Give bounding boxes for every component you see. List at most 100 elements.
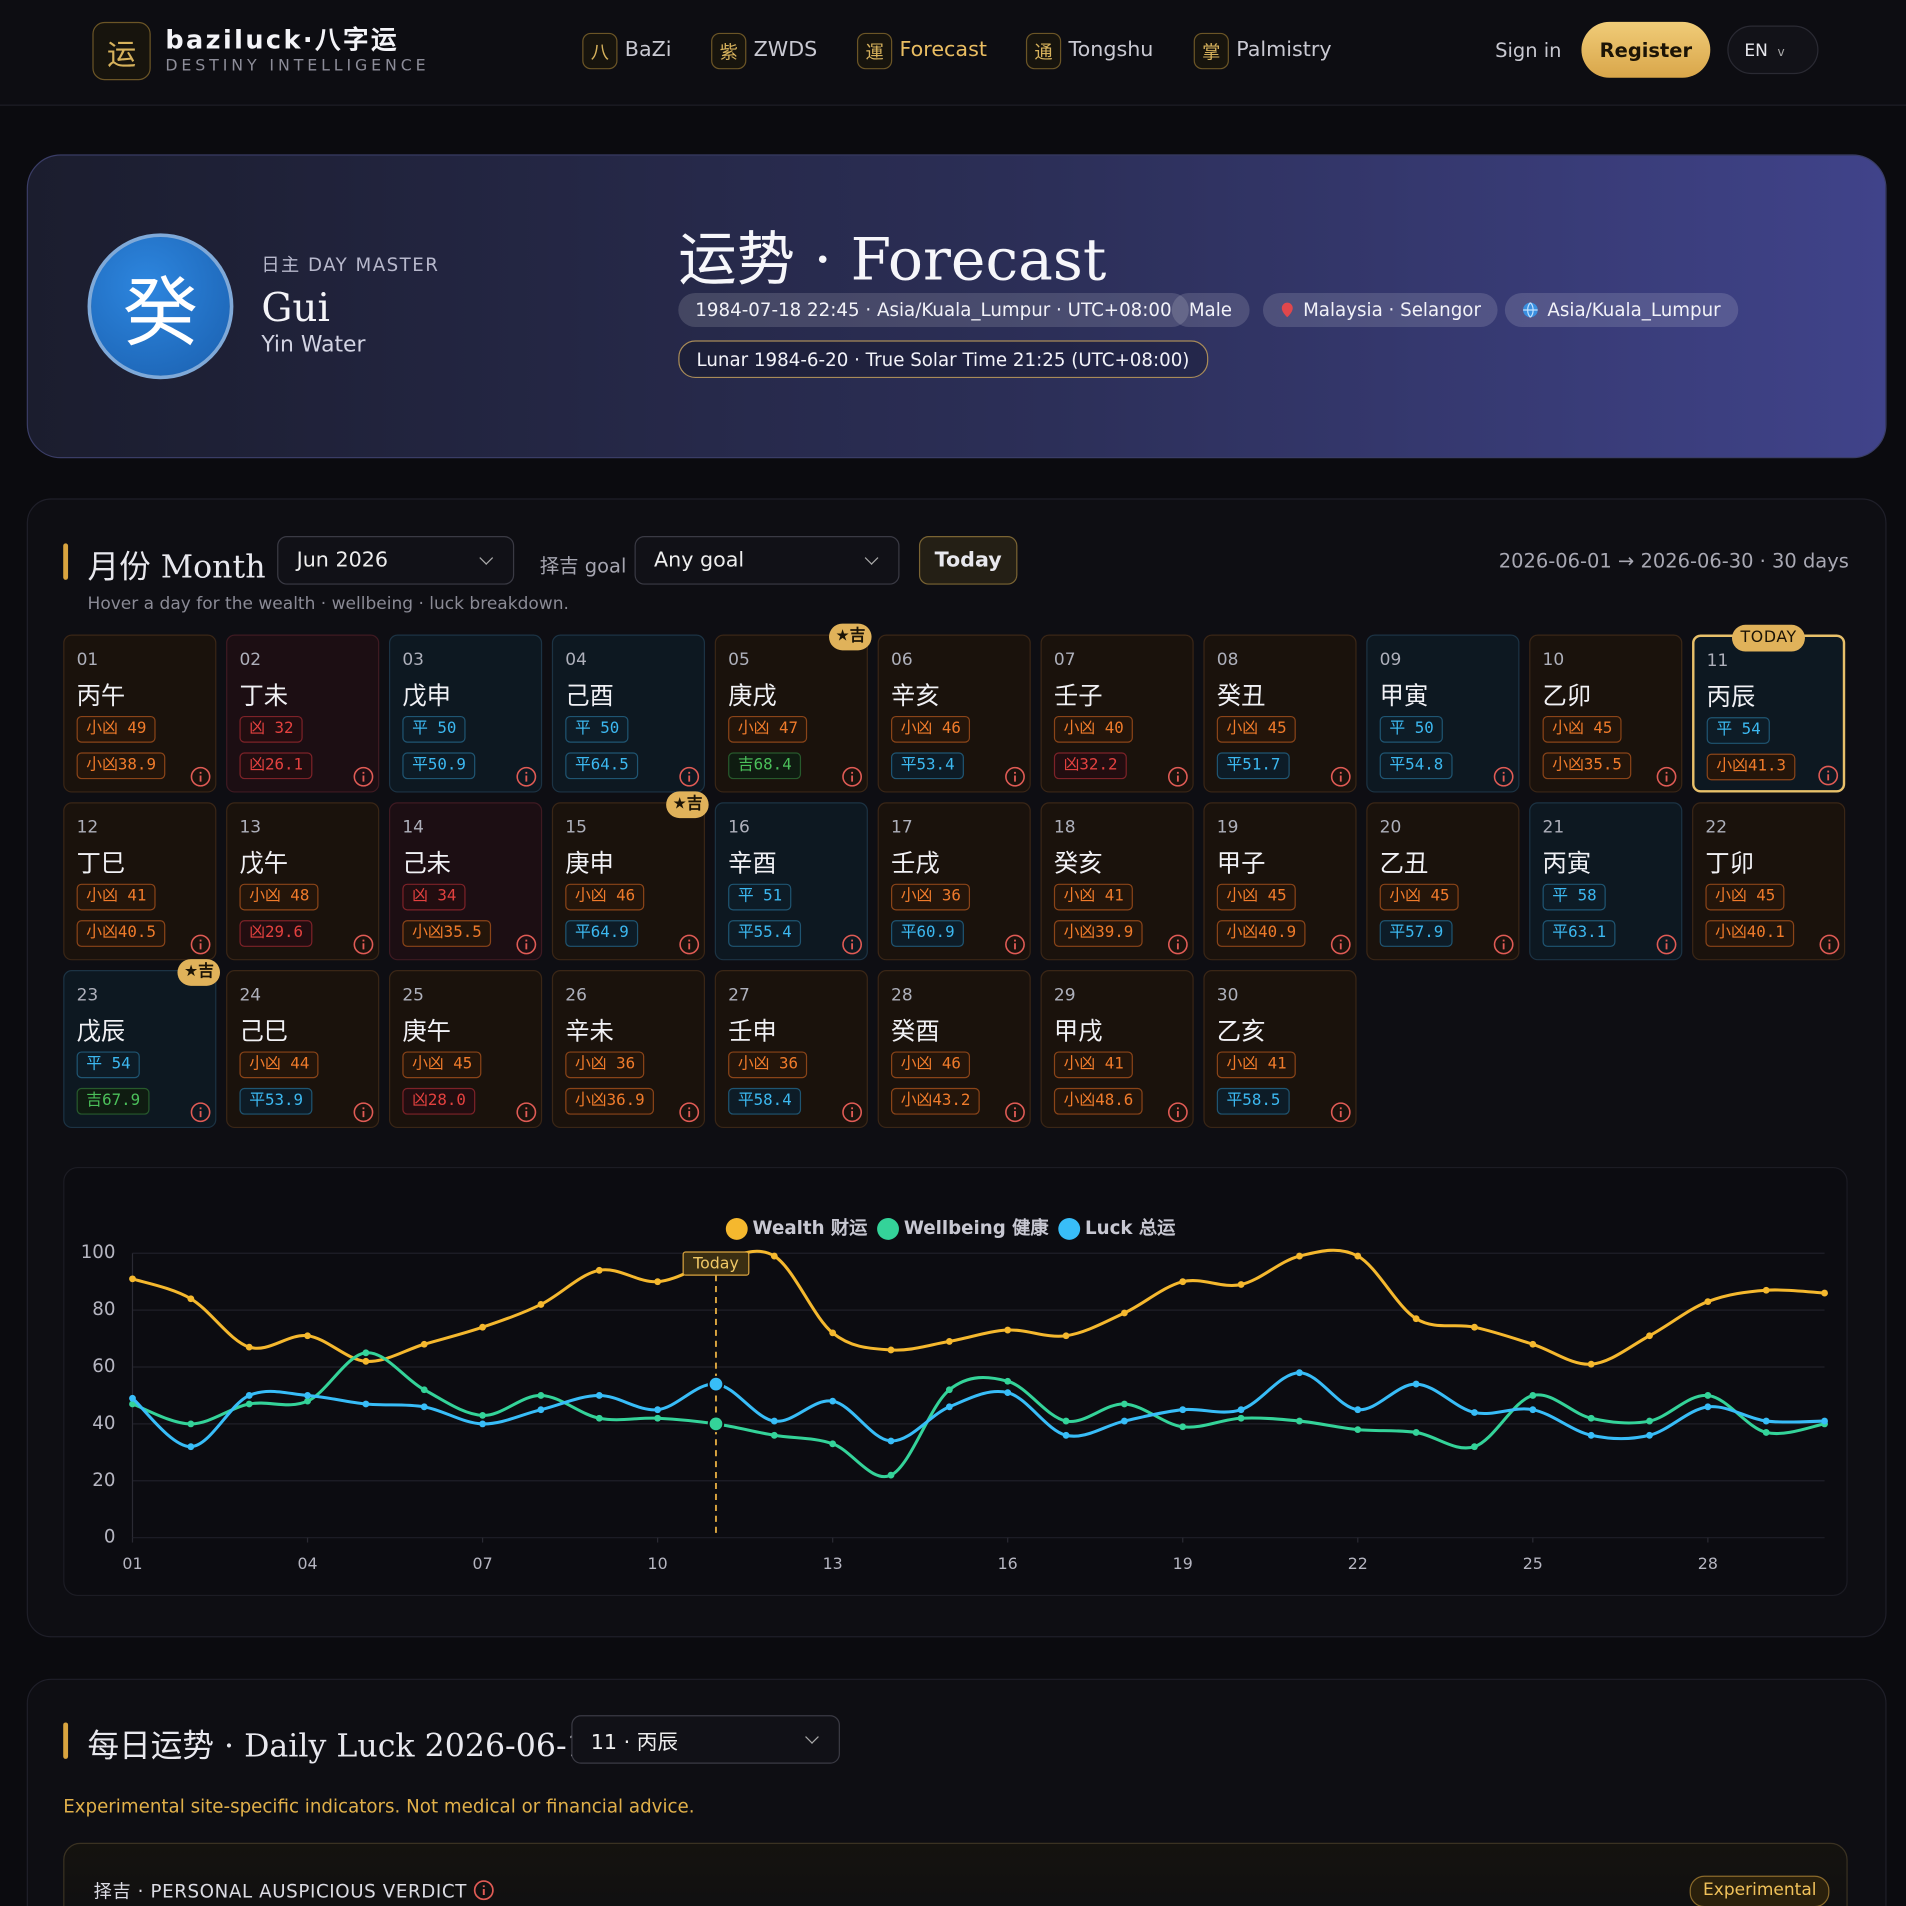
info-icon[interactable] [1004,1101,1026,1123]
day-card[interactable]: 22 丁卯 小凶 45 小凶40.1 [1692,802,1846,961]
info-icon[interactable] [1818,934,1840,956]
data-point [537,1406,545,1414]
day-card[interactable]: 02 丁未凶 32 凶26.1 [226,634,380,793]
day-card[interactable]: 23 戊辰平 54 吉67.9 ★吉 [63,959,221,1129]
info-icon[interactable] [1330,1101,1352,1123]
day-card[interactable]: 27 壬申 小凶 36 平58.4 [714,970,868,1129]
day-card[interactable]: 01 丙午 小凶 49 小凶38.9 [63,634,217,793]
goal-select[interactable]: Any goal [634,536,900,585]
info-icon[interactable] [473,1879,495,1901]
nav-link[interactable]: BaZi [624,37,672,62]
day-card[interactable]: 29 甲戌 小凶 41 小凶48.6 [1040,970,1194,1129]
legend-label[interactable]: Wealth 财运 [753,1217,869,1239]
day-card[interactable]: 30 乙亥 小凶 41 平58.5 [1203,970,1357,1129]
info-icon[interactable] [841,766,863,788]
day-card[interactable]: 11 丙辰平 54 小凶41.3 TODAY [1692,624,1846,793]
nav-icon[interactable]: 運 [856,32,893,70]
nav-icon[interactable]: 掌 [1193,32,1229,70]
info-icon[interactable] [1656,934,1678,956]
nav-icon[interactable]: 紫 [711,32,747,70]
day-card[interactable]: 13 戊午 小凶 48 凶29.6 [226,802,380,961]
info-icon[interactable] [190,1101,212,1123]
day-card[interactable]: 10 乙卯 小凶 45 小凶35.5 [1529,634,1683,793]
language-select[interactable]: EN v [1727,25,1819,75]
legend-swatch[interactable] [1058,1217,1081,1240]
info-icon[interactable] [515,1101,537,1123]
info-icon[interactable] [515,766,537,788]
day-card[interactable]: 09 甲寅平 50 平54.8 [1366,634,1520,793]
nav-link[interactable]: Palmistry [1236,37,1332,62]
info-icon[interactable] [841,1101,863,1123]
highlight-point [707,1375,725,1393]
legend-label[interactable]: Wellbeing 健康 [904,1217,1050,1239]
pin-icon [1281,302,1293,318]
legend-swatch[interactable] [725,1217,748,1240]
month-select[interactable]: Jun 2026 [277,536,515,585]
info-icon[interactable] [678,934,700,956]
info-icon[interactable] [190,766,212,788]
day-card[interactable]: 12 丁巳 小凶 41 小凶40.5 [63,802,217,961]
info-icon[interactable] [353,1101,375,1123]
day-card[interactable]: 14 己未凶 34 小凶35.5 [388,802,543,961]
info-icon[interactable] [1656,766,1678,788]
info-icon[interactable] [1167,1101,1189,1123]
day-card[interactable]: 15 庚申 小凶 46 平64.9 ★吉 [551,791,709,961]
nav-icon[interactable]: 八 [582,32,618,70]
day-select[interactable]: 11 · 丙辰 [571,1715,840,1764]
day-card[interactable]: 17 壬戌 小凶 36 平60.9 [877,802,1031,961]
data-point [887,1346,895,1354]
day-number: 05 [728,650,750,670]
data-point [1354,1426,1362,1433]
day-card[interactable]: 08 癸丑 小凶 45 平51.7 [1203,634,1357,793]
day-card[interactable]: 21 丙寅平 58 平63.1 [1529,802,1683,961]
brand[interactable]: baziluck·八字运 [165,25,399,55]
day-card[interactable]: 07 壬子 小凶 40 凶32.2 [1040,634,1194,793]
info-icon[interactable] [1004,766,1026,788]
day-card[interactable]: 28 癸酉 小凶 46 小凶43.2 [877,970,1031,1129]
info-icon[interactable] [678,1101,700,1123]
info-icon[interactable] [1167,934,1189,956]
info-icon[interactable] [353,766,375,788]
day-card[interactable]: 05 庚戌 小凶 47 吉68.4 ★吉 [714,623,872,793]
info-icon[interactable] [678,766,700,788]
day-card[interactable]: 20 乙丑 小凶 45 平57.9 [1366,802,1520,961]
info-icon[interactable] [1817,765,1839,787]
verdict-card [63,1842,1848,1906]
day-card[interactable]: 16 辛酉平 51 平55.4 [714,802,868,961]
data-point [1646,1332,1653,1340]
day-card[interactable]: 19 甲子 小凶 45 小凶40.9 [1203,802,1357,961]
info-icon[interactable] [1167,766,1189,788]
register-button[interactable]: Register [1581,21,1711,78]
info-icon[interactable] [353,934,375,956]
daily-heading: 每日运势 · Daily Luck 2026-06-11 [87,1728,607,1765]
day-card[interactable]: 25 庚午 小凶 45 凶28.0 [388,970,543,1129]
day-card[interactable]: 24 己巳 小凶 44 平53.9 [226,970,380,1129]
data-point [654,1406,662,1414]
day-card[interactable]: 26 辛未 小凶 36 小凶36.9 [551,970,706,1129]
nav-link[interactable]: Forecast [899,37,987,62]
day-ganzhi: 己未 [402,848,451,878]
day-card[interactable]: 18 癸亥 小凶 41 小凶39.9 [1040,802,1194,961]
info-icon[interactable] [1330,766,1352,788]
day-card[interactable]: 06 辛亥 小凶 46 平53.4 [877,634,1031,793]
day-score: 小凶 36 [565,1051,645,1079]
info-icon[interactable] [1330,934,1352,956]
day-card[interactable]: 04 己酉平 50 平64.5 [551,634,706,793]
info-icon[interactable] [1493,766,1515,788]
info-icon[interactable] [515,934,537,956]
info-icon[interactable] [1493,934,1515,956]
day-card[interactable]: 03 戊申平 50 平50.9 [388,634,543,793]
nav-link[interactable]: ZWDS [753,37,818,62]
info-icon[interactable] [841,934,863,956]
annotation-label: Today [692,1254,739,1273]
legend-label[interactable]: Luck 总运 [1085,1217,1176,1239]
nav-icon[interactable]: 通 [1025,32,1062,70]
logo-icon[interactable]: 运 [92,21,151,81]
info-icon[interactable] [1004,934,1026,956]
legend-swatch[interactable] [877,1217,899,1240]
info-icon[interactable] [190,934,212,956]
y-tick-label: 20 [92,1470,115,1491]
today-button[interactable]: Today [918,536,1018,585]
nav-link[interactable]: Tongshu [1068,37,1154,62]
sign-in[interactable]: Sign in [1495,38,1562,62]
